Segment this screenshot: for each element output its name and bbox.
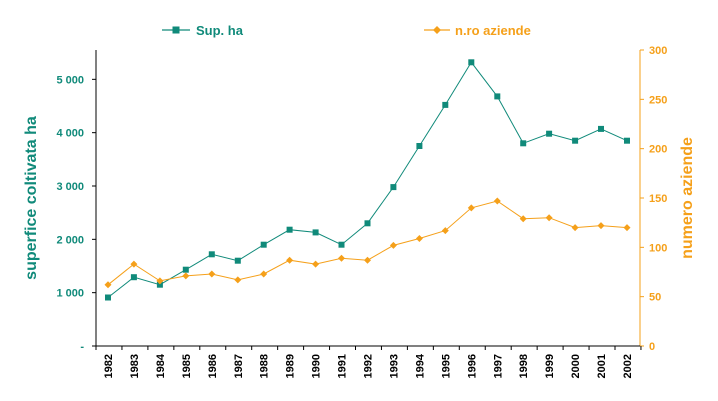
data-point-sup-ha-1991 [338, 241, 345, 248]
x-tick-label: 1984 [155, 353, 167, 378]
left-tick-label: - [80, 341, 84, 353]
data-point-sup-ha-1993 [390, 184, 397, 191]
x-tick-label: 1988 [259, 354, 271, 378]
data-point-n-ro-aziende-1988 [260, 270, 268, 278]
right-tick-label: 150 [649, 193, 667, 205]
x-tick-label: 1998 [518, 354, 530, 378]
data-point-n-ro-aziende-1995 [441, 227, 449, 235]
data-point-n-ro-aziende-1982 [104, 281, 112, 289]
right-tick-label: 50 [649, 292, 661, 304]
x-tick-label: 1983 [129, 354, 141, 378]
left-tick-label: 1 000 [56, 288, 84, 300]
right-axis-title: numero aziende [679, 137, 696, 259]
data-point-sup-ha-1982 [105, 294, 111, 301]
right-tick-label: 100 [649, 242, 667, 254]
left-tick-label: 2 000 [56, 234, 84, 246]
x-tick-label: 1991 [337, 354, 349, 378]
x-tick-label: 2001 [596, 354, 608, 378]
right-tick-label: 250 [649, 94, 667, 106]
data-point-n-ro-aziende-1994 [415, 235, 423, 242]
x-tick-label: 2002 [622, 354, 634, 378]
data-point-n-ro-aziende-1990 [312, 260, 320, 268]
data-point-sup-ha-1986 [208, 251, 215, 258]
x-tick-label: 1997 [492, 354, 504, 378]
right-tick-label: 200 [649, 144, 667, 156]
x-tick-label: 1982 [103, 354, 115, 378]
x-tick-label: 1986 [207, 354, 219, 378]
data-point-n-ro-aziende-1991 [338, 254, 345, 262]
data-point-sup-ha-2002 [624, 137, 630, 144]
x-tick-label: 1994 [414, 353, 426, 378]
x-tick-label: 1990 [311, 354, 323, 378]
left-tick-label: 4 000 [56, 128, 84, 140]
data-point-n-ro-aziende-1983 [130, 260, 138, 268]
data-point-sup-ha-1994 [416, 143, 423, 149]
right-tick-label: 300 [649, 45, 667, 57]
data-point-n-ro-aziende-1999 [545, 214, 553, 222]
left-tick-label: 3 000 [56, 181, 84, 193]
data-point-n-ro-aziende-1986 [208, 270, 216, 278]
data-point-sup-ha-1992 [364, 220, 371, 227]
data-point-n-ro-aziende-2000 [571, 224, 579, 232]
data-point-n-ro-aziende-2002 [623, 224, 631, 232]
data-point-sup-ha-1983 [130, 274, 137, 281]
data-point-n-ro-aziende-1989 [286, 256, 294, 264]
legend-marker-sup-ha [172, 26, 180, 34]
x-tick-label: 1993 [388, 354, 400, 378]
x-tick-label: 1996 [466, 354, 478, 378]
data-point-sup-ha-1988 [260, 241, 267, 248]
data-point-sup-ha-2001 [598, 125, 604, 132]
legend-marker-n-ro-aziende [433, 26, 441, 34]
data-point-n-ro-aziende-1997 [493, 197, 501, 205]
data-point-sup-ha-1987 [234, 257, 241, 264]
data-point-sup-ha-1999 [546, 130, 553, 137]
data-point-n-ro-aziende-1992 [364, 256, 371, 264]
x-tick-label: 1989 [285, 354, 297, 378]
x-tick-label: 1995 [440, 354, 452, 378]
data-point-sup-ha-1998 [520, 140, 527, 147]
data-point-sup-ha-1990 [312, 229, 319, 236]
data-point-n-ro-aziende-1993 [389, 241, 397, 249]
x-tick-label: 1992 [363, 354, 375, 378]
left-axis-title: superfice coltivata ha [23, 116, 40, 280]
data-point-n-ro-aziende-1998 [519, 215, 527, 223]
data-point-n-ro-aziende-1996 [467, 204, 475, 212]
data-point-n-ro-aziende-1985 [182, 272, 190, 280]
data-point-sup-ha-1985 [182, 266, 189, 273]
data-point-n-ro-aziende-1987 [234, 276, 242, 284]
data-point-sup-ha-1997 [494, 93, 501, 100]
legend-label-n-ro-aziende: n.ro aziende [455, 23, 531, 38]
legend-label-sup-ha: Sup. ha [196, 23, 244, 38]
x-tick-label: 2000 [570, 354, 582, 378]
data-point-sup-ha-1996 [468, 59, 475, 66]
x-tick-label: 1987 [233, 354, 245, 378]
x-tick-label: 1999 [544, 354, 556, 378]
data-point-sup-ha-1995 [442, 101, 449, 108]
data-point-n-ro-aziende-1984 [156, 277, 164, 285]
data-point-sup-ha-1984 [156, 281, 163, 288]
data-point-sup-ha-1989 [286, 226, 293, 233]
x-tick-label: 1985 [181, 354, 193, 378]
data-point-sup-ha-2000 [572, 137, 579, 144]
right-tick-label: 0 [649, 341, 655, 353]
left-tick-label: 5 000 [56, 74, 84, 86]
data-point-n-ro-aziende-2001 [597, 222, 605, 230]
